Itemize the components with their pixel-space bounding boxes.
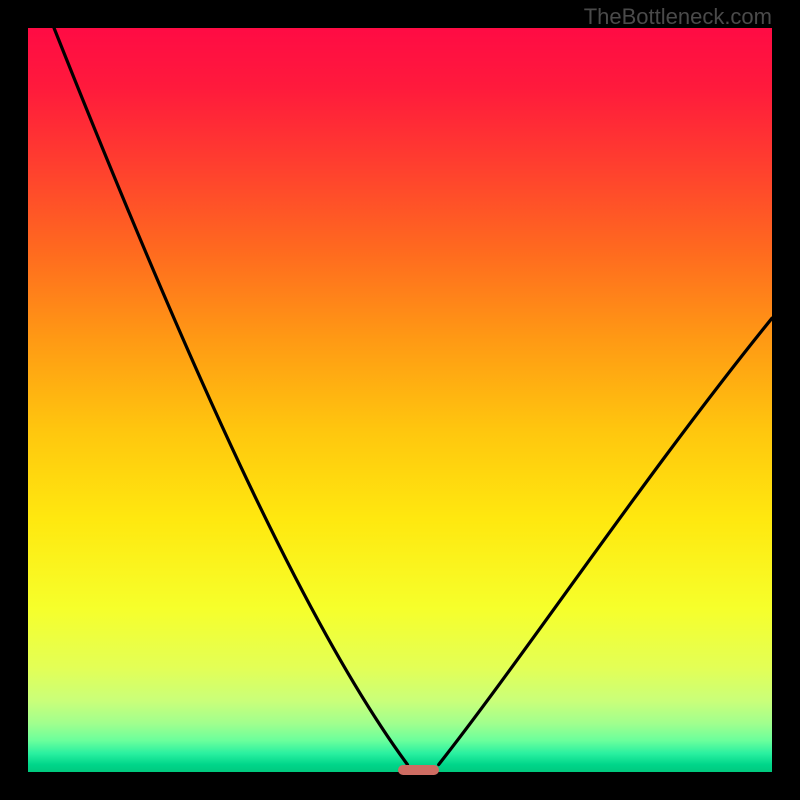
plot-area [28,28,772,772]
watermark-text: TheBottleneck.com [584,4,772,30]
min-marker [398,765,439,775]
bottleneck-curve [28,28,772,772]
chart-frame: { "watermark": { "text": "TheBottleneck.… [0,0,800,800]
